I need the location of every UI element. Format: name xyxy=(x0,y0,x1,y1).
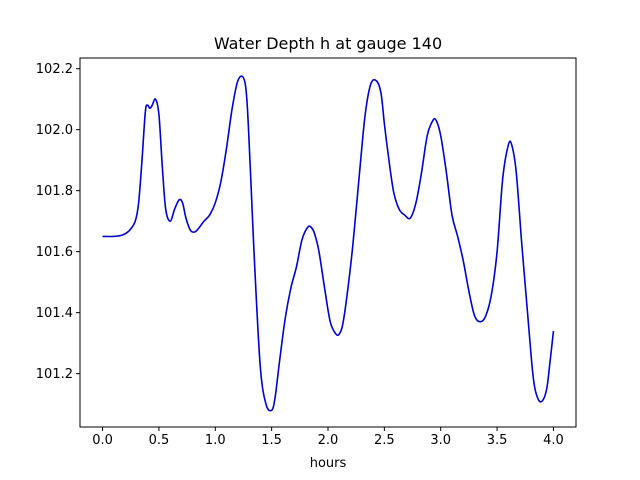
chart-title: Water Depth h at gauge 140 xyxy=(214,34,442,53)
axes-frame xyxy=(79,57,577,428)
x-tick-label: 2.5 xyxy=(374,433,395,448)
y-tick-label: 101.2 xyxy=(36,367,73,382)
y-tick-label: 101.6 xyxy=(36,245,73,260)
y-tick-label: 101.8 xyxy=(36,184,73,199)
y-tick-label: 101.4 xyxy=(36,306,73,321)
y-tick-label: 102.0 xyxy=(36,123,73,138)
x-axis-label: hours xyxy=(310,456,347,471)
x-tick-label: 0.5 xyxy=(149,433,170,448)
series-line-0 xyxy=(102,75,555,412)
x-tick-label: 0.0 xyxy=(92,433,113,448)
x-tick-label: 4.0 xyxy=(543,433,564,448)
plot-area: 0.0 0.5 1.0 1.5 2.0 2.5 3.0 3.5 4.0 101.2 101.4 101… xyxy=(36,57,577,448)
y-tick-label: 102.2 xyxy=(36,62,73,77)
x-tick-label: 1.5 xyxy=(261,433,282,448)
x-tick-label: 2.0 xyxy=(318,433,339,448)
x-tick-label: 3.5 xyxy=(487,433,508,448)
x-tick-label: 1.0 xyxy=(205,433,226,448)
x-tick-label: 3.0 xyxy=(430,433,451,448)
